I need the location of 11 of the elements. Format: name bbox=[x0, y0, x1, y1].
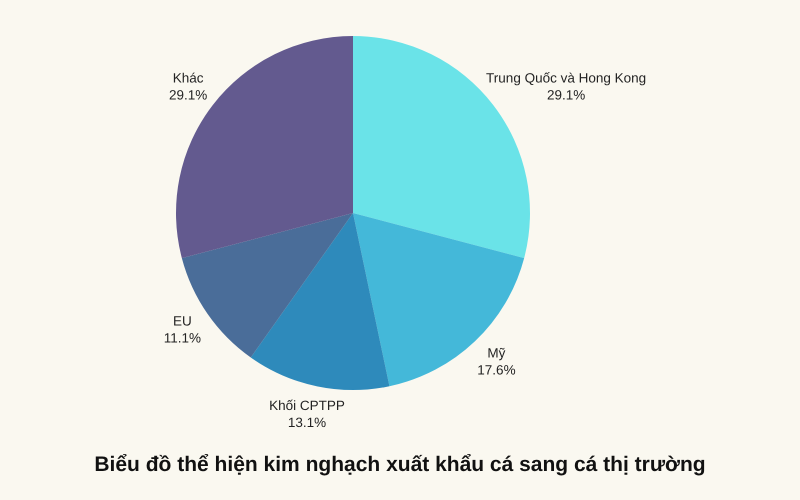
text: Biểu đồ thể hiện kim nghạch xuất khẩu cá sang cá thị trường bbox=[94, 452, 706, 476]
slice-label: Khối CPTPP bbox=[269, 398, 345, 413]
slice-label: Mỹ bbox=[487, 345, 506, 360]
slice-label: Trung Quốc và Hong Kong bbox=[486, 70, 646, 86]
data-label: 13.1% bbox=[288, 414, 326, 430]
data-label: 29.1% bbox=[168, 87, 208, 102]
slice-label: Khác bbox=[172, 70, 204, 86]
slice-label: EU bbox=[172, 314, 192, 329]
data-label: 29.1% bbox=[546, 87, 586, 102]
data-label: 17.6% bbox=[477, 362, 516, 378]
data-label: 11.1% bbox=[164, 330, 202, 346]
